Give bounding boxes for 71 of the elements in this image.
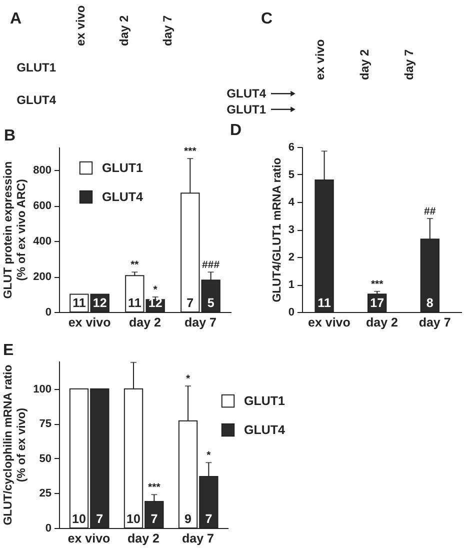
- data-label: ***: [370, 278, 384, 290]
- data-label: *: [206, 450, 212, 462]
- annotation: 7: [186, 296, 194, 310]
- category-label: day 7: [402, 48, 416, 80]
- data-label: *: [153, 284, 158, 296]
- chart-title: D: [230, 122, 242, 139]
- annotation: 9: [184, 512, 192, 526]
- category-label: GLUT4: [16, 92, 56, 107]
- annotation: ***: [184, 146, 198, 158]
- y-tick-label: 75: [39, 418, 52, 430]
- annotation: 7: [205, 512, 212, 526]
- y-tick-label: 100: [33, 383, 52, 396]
- annotation: 17: [370, 296, 384, 310]
- y-tick-label: 200: [33, 271, 52, 284]
- y-tick-label: 0: [45, 306, 52, 318]
- y-tick-label: 25: [39, 488, 52, 500]
- annotation: 5: [207, 296, 214, 310]
- x-tick-label: day 2: [366, 316, 398, 330]
- x-tick-label: day 2: [128, 532, 160, 546]
- y-tick-label: 4: [288, 196, 296, 208]
- y-tick-label: 50: [39, 452, 52, 465]
- y-tick-label: 400: [33, 236, 52, 248]
- text: A: [10, 10, 22, 28]
- y-tick-label: 800: [33, 164, 52, 177]
- y-axis-title: GLUT/cyclophilin mRNA ratio (% of ex vivo): [2, 364, 28, 526]
- annotation: 7: [96, 512, 104, 526]
- category-label: ex vivo: [313, 39, 328, 80]
- annotation: 10: [126, 512, 141, 526]
- y-tick-label: 600: [33, 200, 52, 212]
- category-label: day 2: [358, 48, 372, 80]
- annotation: *: [186, 373, 191, 386]
- category-label: day 2: [117, 14, 131, 46]
- y-tick-label: 2: [288, 252, 294, 264]
- x-tick-label: day 2: [129, 316, 162, 330]
- y-tick-label: 1: [288, 279, 294, 291]
- y-axis-title: GLUT protein expression (% of ex vivo ARC): [2, 161, 28, 299]
- data-label: ###: [202, 259, 220, 272]
- annotation: 7: [150, 512, 158, 526]
- annotation: 12: [92, 296, 107, 310]
- chart-title: E: [3, 342, 14, 359]
- legend-label: GLUT1: [244, 394, 286, 408]
- category-label: day 7: [160, 14, 174, 46]
- annotation: 11: [128, 296, 142, 310]
- x-tick-label: day 7: [182, 532, 214, 546]
- chart-title: B: [4, 128, 16, 145]
- y-tick-label: 3: [288, 224, 294, 236]
- text: GLUT1: [226, 102, 266, 116]
- x-tick-label: ex vivo: [68, 532, 111, 546]
- legend-label: GLUT1: [102, 161, 144, 175]
- y-tick-label: 6: [288, 142, 294, 154]
- annotation: 10: [72, 512, 86, 526]
- x-tick-label: ex vivo: [68, 316, 112, 330]
- category-label: ex vivo: [74, 5, 88, 46]
- annotation: 11: [318, 296, 331, 310]
- data-label: ##: [424, 206, 436, 218]
- annotation: 11: [72, 296, 86, 310]
- category-label: GLUT1: [16, 60, 56, 74]
- y-tick-label: 0: [288, 306, 294, 318]
- y-tick-label: 0: [45, 522, 52, 534]
- x-tick-label: day 7: [418, 316, 451, 330]
- data-label: **: [130, 259, 140, 272]
- y-tick-label: 5: [288, 169, 294, 181]
- text: C: [261, 10, 273, 28]
- text: GLUT4: [226, 86, 266, 101]
- legend-label: GLUT4: [244, 423, 286, 437]
- legend-label: GLUT4: [102, 190, 144, 204]
- y-axis-title: GLUT4/GLUT1 mRNA ratio: [271, 158, 284, 302]
- x-tick-label: day 7: [184, 316, 217, 330]
- annotation: 8: [426, 296, 434, 310]
- data-label: ***: [148, 482, 162, 494]
- x-tick-label: ex vivo: [308, 316, 351, 330]
